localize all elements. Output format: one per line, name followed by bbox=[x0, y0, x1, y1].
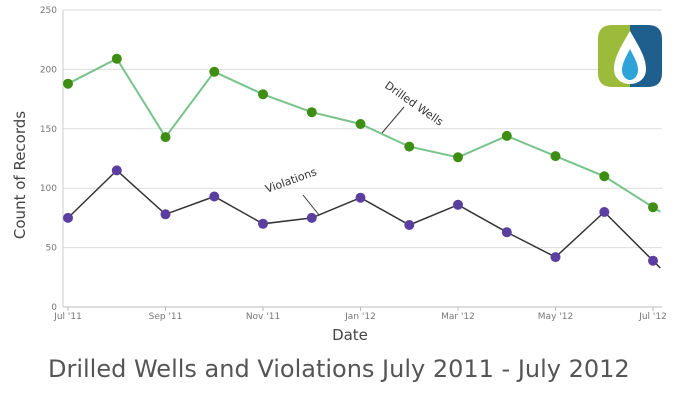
violations-series bbox=[63, 165, 661, 269]
drilled-wells-series bbox=[63, 53, 661, 213]
x-axis-label: Date bbox=[332, 326, 368, 344]
drilled-wells-point[interactable] bbox=[63, 78, 73, 89]
y-axis-label: Count of Records bbox=[11, 111, 29, 239]
y-tick-label: 150 bbox=[40, 125, 57, 135]
violations-annotation: Violations bbox=[264, 165, 319, 196]
x-tick-labels: Jul '11 Sep '11 Nov '11 Jan '12 Mar '12 May '… bbox=[53, 307, 667, 322]
x-tick-label: Jan '12 bbox=[344, 312, 376, 322]
drilled-wells-point[interactable] bbox=[550, 151, 561, 162]
drilled-wells-annotation-pointer bbox=[381, 106, 405, 134]
axes bbox=[62, 10, 662, 308]
y-tick-label: 0 bbox=[51, 303, 57, 313]
violations-point[interactable] bbox=[258, 218, 268, 229]
x-tick-label: Jul '12 bbox=[638, 312, 667, 322]
x-tick-label: Jul '11 bbox=[53, 312, 82, 322]
violations-point[interactable] bbox=[501, 227, 512, 238]
drilled-wells-point[interactable] bbox=[111, 53, 122, 64]
x-tick-label: May '12 bbox=[538, 312, 573, 322]
drilled-wells-point[interactable] bbox=[355, 119, 366, 129]
violations-point[interactable] bbox=[404, 220, 415, 230]
violations-point[interactable] bbox=[111, 165, 122, 176]
annotations: Drilled Wells Violations bbox=[264, 79, 446, 216]
x-tick-label: Mar '12 bbox=[441, 312, 475, 322]
violations-point[interactable] bbox=[453, 199, 463, 210]
drilled-wells-point[interactable] bbox=[258, 89, 268, 100]
y-tick-label: 200 bbox=[40, 65, 57, 75]
logo-flame-inner bbox=[622, 49, 638, 80]
chart-title: Drilled Wells and Violations July 2011 -… bbox=[48, 355, 630, 383]
violations-point[interactable] bbox=[550, 252, 561, 263]
x-tick-label: Sep '11 bbox=[149, 312, 183, 322]
drilled-wells-point[interactable] bbox=[160, 132, 171, 143]
violations-point[interactable] bbox=[63, 212, 73, 223]
violations-annotation-pointer bbox=[302, 194, 320, 216]
violations-point[interactable] bbox=[209, 191, 220, 202]
violations-point[interactable] bbox=[306, 212, 317, 223]
series-layer bbox=[63, 53, 661, 269]
drilled-wells-point[interactable] bbox=[404, 141, 415, 152]
violations-point[interactable] bbox=[355, 192, 366, 203]
drilled-wells-point[interactable] bbox=[453, 152, 463, 163]
drilled-wells-point[interactable] bbox=[648, 202, 658, 213]
y-tick-label: 100 bbox=[40, 184, 57, 194]
drilled-wells-line bbox=[67, 57, 661, 213]
drilled-wells-point[interactable] bbox=[599, 171, 610, 182]
gridlines bbox=[63, 9, 662, 249]
drilled-wells-point[interactable] bbox=[209, 66, 220, 77]
drilled-wells-point[interactable] bbox=[501, 130, 512, 141]
violations-point[interactable] bbox=[160, 209, 171, 220]
gas-flame-logo-icon bbox=[598, 25, 662, 87]
y-tick-label: 50 bbox=[46, 244, 58, 254]
y-tick-labels: 0 50 100 150 200 250 bbox=[40, 6, 57, 313]
x-tick-label: Nov '11 bbox=[246, 312, 280, 322]
y-tick-label: 250 bbox=[40, 6, 57, 16]
violations-point[interactable] bbox=[648, 255, 658, 266]
drilled-wells-point[interactable] bbox=[306, 107, 317, 118]
violations-line bbox=[67, 169, 661, 269]
violations-point[interactable] bbox=[599, 207, 610, 217]
line-chart: 0 50 100 150 200 250 Jul '11 Sep '11 Nov '11 Jan… bbox=[11, 6, 667, 344]
